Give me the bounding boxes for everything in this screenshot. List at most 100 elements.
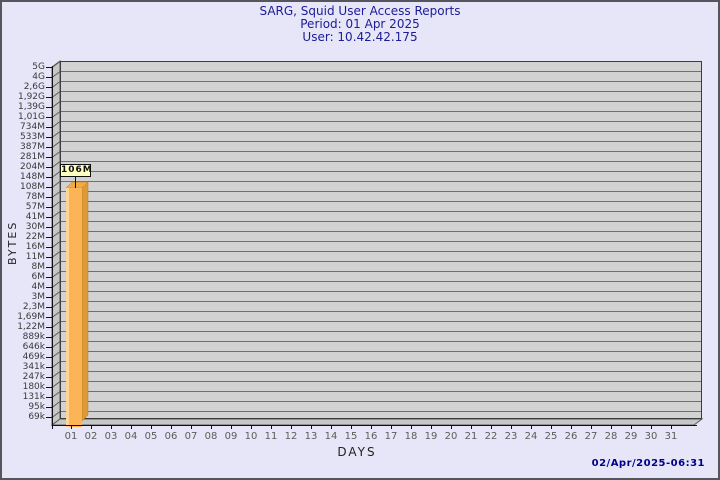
y-tick-label: 5G bbox=[32, 62, 45, 72]
chart-period: Period: 01 Apr 2025 bbox=[300, 17, 420, 31]
y-tick-label: 1,92G bbox=[17, 92, 45, 102]
wall-gridline bbox=[51, 411, 61, 418]
x-tick-label: 20 bbox=[444, 431, 458, 442]
wall-gridline bbox=[51, 181, 61, 188]
wall-gridline bbox=[51, 101, 61, 108]
x-tick-label: 06 bbox=[164, 431, 178, 442]
bar-day-01 bbox=[66, 188, 82, 427]
bar-value-label: 106M bbox=[60, 164, 93, 177]
wall-gridline bbox=[51, 71, 61, 78]
x-tick-label: 31 bbox=[664, 431, 678, 442]
wall-gridline bbox=[51, 351, 61, 358]
y-tick-label: 3M bbox=[31, 292, 46, 302]
y-tick-label: 22M bbox=[25, 232, 45, 242]
x-tick-label: 22 bbox=[484, 431, 498, 442]
x-tick-label: 16 bbox=[364, 431, 378, 442]
wall-gridline bbox=[51, 231, 61, 238]
wall-gridline bbox=[51, 401, 61, 408]
y-tick-label: 95k bbox=[28, 402, 45, 412]
wall-gridline bbox=[51, 311, 61, 318]
wall-gridline bbox=[51, 241, 61, 248]
x-tick-label: 03 bbox=[104, 431, 118, 442]
y-tick-label: 646k bbox=[22, 342, 45, 352]
y-tick-label: 1,01G bbox=[17, 112, 45, 122]
x-tick-label: 13 bbox=[304, 431, 318, 442]
y-tick-label: 57M bbox=[25, 202, 45, 212]
y-tick-label: 889k bbox=[22, 332, 45, 342]
y-tick-label: 2,6G bbox=[23, 82, 45, 92]
y-tick-label: 1,39G bbox=[17, 102, 45, 112]
wall-gridline bbox=[51, 341, 61, 348]
wall-gridline bbox=[51, 141, 61, 148]
x-tick-label: 12 bbox=[284, 431, 298, 442]
bar-side bbox=[81, 181, 89, 422]
y-tick-label: 281M bbox=[20, 152, 45, 162]
y-tick-label: 148M bbox=[20, 172, 45, 182]
y-tick-label: 30M bbox=[25, 222, 45, 232]
wall-gridline bbox=[51, 361, 61, 368]
bar-highlight bbox=[66, 188, 69, 427]
x-tick-label: 30 bbox=[644, 431, 658, 442]
wall-gridline bbox=[51, 201, 61, 208]
wall-gridline bbox=[51, 221, 61, 228]
x-tick-label: 18 bbox=[404, 431, 418, 442]
x-tick-label: 07 bbox=[184, 431, 198, 442]
chart-user: User: 10.42.42.175 bbox=[302, 30, 418, 44]
x-tick-label: 09 bbox=[224, 431, 238, 442]
x-tick-label: 15 bbox=[344, 431, 358, 442]
wall-gridline bbox=[51, 381, 61, 388]
generated-timestamp: 02/Apr/2025-06:31 bbox=[591, 458, 705, 469]
y-tick-label: 41M bbox=[25, 212, 45, 222]
wall-gridline bbox=[51, 291, 61, 298]
x-tick-label: 17 bbox=[384, 431, 398, 442]
wall-gridline bbox=[51, 161, 61, 168]
x-tick-label: 27 bbox=[584, 431, 598, 442]
wall-gridline bbox=[51, 281, 61, 288]
x-tick-label: 24 bbox=[524, 431, 538, 442]
wall-gridline bbox=[51, 171, 61, 178]
x-tick-label: 08 bbox=[204, 431, 218, 442]
wall-gridline bbox=[51, 251, 61, 258]
wall-gridline bbox=[51, 151, 61, 158]
x-tick-label: 11 bbox=[264, 431, 278, 442]
wall-gridline bbox=[51, 121, 61, 128]
chart-title-block: SARG, Squid User Access Reports Period: … bbox=[2, 5, 718, 44]
x-tick-label: 21 bbox=[464, 431, 478, 442]
x-tick-label: 01 bbox=[64, 431, 78, 442]
wall-gridline bbox=[51, 321, 61, 328]
y-tick-label: 1,22M bbox=[17, 322, 45, 332]
wall-gridline bbox=[51, 191, 61, 198]
x-tick-label: 29 bbox=[624, 431, 638, 442]
plot-face-border bbox=[60, 61, 702, 419]
wall-gridline bbox=[51, 371, 61, 378]
wall-gridline bbox=[51, 271, 61, 278]
y-tick-label: 2,3M bbox=[22, 302, 45, 312]
y-tick-label: 180k bbox=[22, 382, 45, 392]
y-tick-label: 108M bbox=[20, 182, 45, 192]
x-tick-label: 28 bbox=[604, 431, 618, 442]
y-tick-label: 469k bbox=[22, 352, 45, 362]
wall-gridline bbox=[51, 391, 61, 398]
y-tick-label: 1,69M bbox=[17, 312, 45, 322]
x-axis-title: DAYS bbox=[337, 445, 377, 459]
plot-face bbox=[60, 61, 702, 419]
y-tick-label: 16M bbox=[25, 242, 45, 252]
y-tick-label: 4G bbox=[32, 72, 45, 82]
y-tick-label: 69k bbox=[28, 412, 45, 422]
x-tick-label: 26 bbox=[564, 431, 578, 442]
y-axis-title: BYTES bbox=[6, 220, 19, 266]
wall-gridline bbox=[51, 261, 61, 268]
wall-gridline bbox=[51, 211, 61, 218]
y-tick-label: 6M bbox=[31, 272, 46, 282]
y-tick-label: 204M bbox=[20, 162, 45, 172]
wall-gridline bbox=[51, 131, 61, 138]
x-tick-label: 19 bbox=[424, 431, 438, 442]
chart-title: SARG, Squid User Access Reports bbox=[259, 4, 461, 18]
y-tick-label: 11M bbox=[25, 252, 45, 262]
y-tick-label: 387M bbox=[20, 142, 45, 152]
wall-gridline bbox=[51, 61, 61, 68]
y-tick-label: 131k bbox=[22, 392, 45, 402]
wall-gridline bbox=[51, 331, 61, 338]
